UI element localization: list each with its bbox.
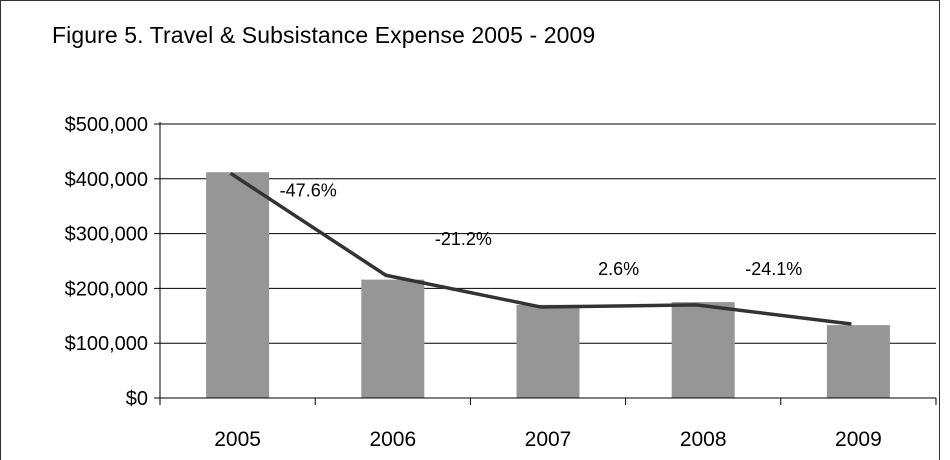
- bar: [361, 279, 425, 398]
- y-tick-label: $100,000: [65, 333, 148, 355]
- x-tick-label: 2005: [214, 428, 261, 451]
- bar: [671, 302, 735, 398]
- y-tick-label: $300,000: [65, 224, 148, 246]
- x-tick-label: 2007: [525, 428, 572, 451]
- change-annotation: -24.1%: [745, 259, 802, 279]
- trend-line: [229, 171, 852, 326]
- change-annotation: -21.2%: [435, 229, 492, 249]
- x-tick-label: 2009: [835, 428, 882, 451]
- x-tick-label: 2006: [369, 428, 416, 451]
- chart-title: Figure 5. Travel & Subsistance Expense 2…: [52, 22, 596, 48]
- bar: [826, 325, 890, 398]
- y-tick-label: $400,000: [65, 169, 148, 191]
- x-tick-label: 2008: [680, 428, 727, 451]
- bar: [516, 304, 580, 398]
- change-annotation: 2.6%: [598, 259, 639, 279]
- y-tick-label: $0: [126, 388, 148, 410]
- change-annotation: -47.6%: [280, 180, 337, 200]
- bar: [206, 172, 270, 398]
- y-tick-label: $500,000: [65, 114, 148, 136]
- y-tick-label: $200,000: [65, 278, 148, 300]
